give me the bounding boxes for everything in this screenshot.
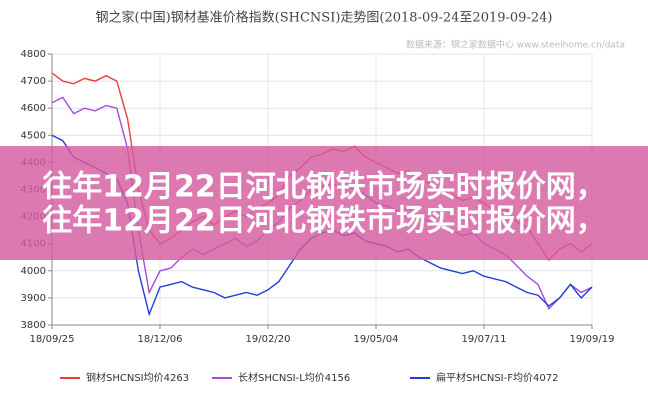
y-tick-label: 3900 — [21, 293, 46, 304]
x-tick-label: 18/12/06 — [138, 334, 183, 345]
y-tick-label: 3800 — [21, 320, 46, 331]
x-tick-label: 19/09/19 — [570, 334, 615, 345]
source-note: 数据来源：钢之家数据中心 www.steelhome.cn/data — [406, 39, 625, 51]
x-tick-label: 19/07/11 — [462, 334, 507, 345]
y-tick-label: 4800 — [21, 49, 46, 60]
banner-text: 往年12月22日河北钢铁市场实时报价网， — [42, 170, 606, 205]
y-tick-label: 4700 — [21, 76, 46, 87]
legend-label: 扁平材SHCNSI-F均价4072 — [436, 371, 558, 384]
x-tick-label: 19/02/20 — [246, 334, 291, 345]
x-tick-label: 18/09/25 — [30, 334, 75, 345]
legend-label: 钢材SHCNSI均价4263 — [86, 371, 189, 384]
y-tick-label: 4000 — [21, 266, 46, 277]
y-tick-label: 4500 — [21, 130, 46, 141]
banner-band — [0, 146, 648, 260]
chart-title: 钢之家(中国)钢材基准价格指数(SHCNSI)走势图(2018-09-24至20… — [96, 10, 553, 26]
banner-text: 往年12月22日河北钢铁市场实时报价网， — [42, 204, 606, 239]
legend-label: 长材SHCNSI-L均价4156 — [238, 371, 350, 384]
y-tick-label: 4600 — [21, 103, 46, 114]
x-tick-label: 19/05/04 — [354, 334, 399, 345]
